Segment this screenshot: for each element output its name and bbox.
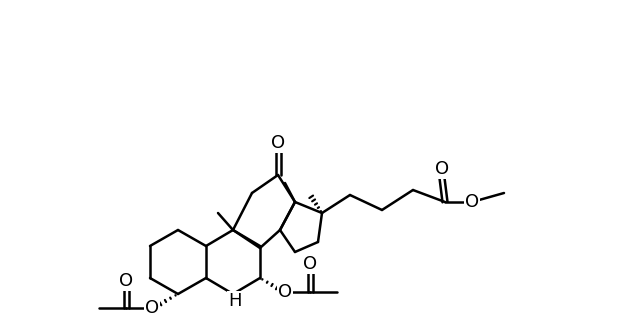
Text: O: O bbox=[278, 283, 292, 301]
Text: H: H bbox=[228, 292, 242, 310]
Text: O: O bbox=[145, 299, 159, 317]
Text: O: O bbox=[271, 134, 285, 152]
Text: O: O bbox=[435, 160, 449, 178]
Text: O: O bbox=[303, 255, 317, 273]
Text: O: O bbox=[119, 272, 133, 290]
Text: O: O bbox=[465, 193, 479, 211]
